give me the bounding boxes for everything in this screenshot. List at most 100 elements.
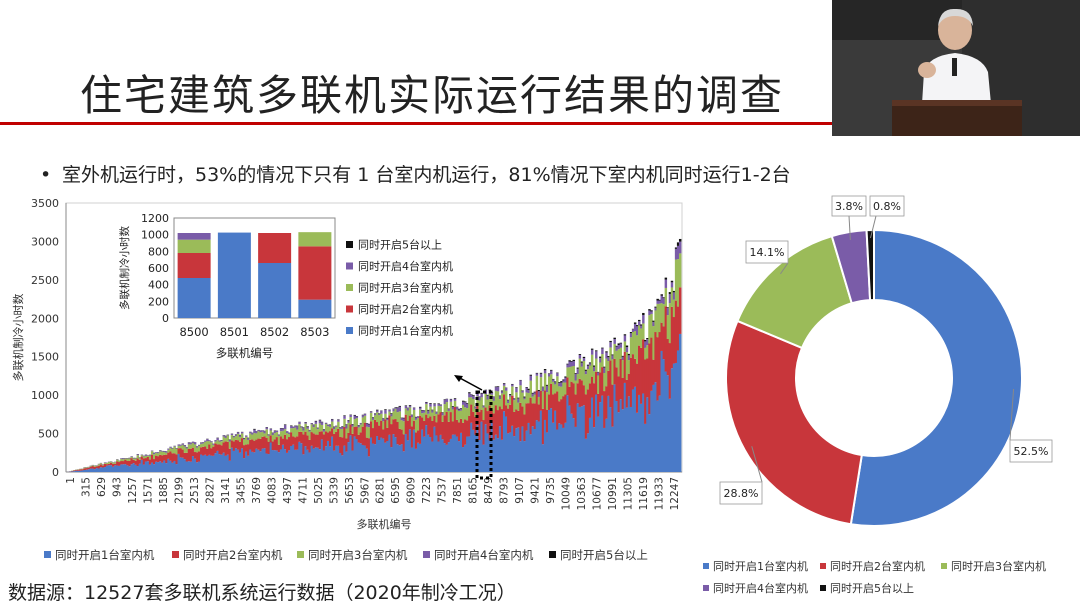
main-bar-segment [662, 326, 666, 360]
main-bar-segment [365, 437, 369, 449]
main-bar-segment [496, 386, 500, 387]
main-bar-segment [660, 294, 663, 296]
main-bar-segment [247, 438, 250, 440]
donut-value-label: 3.8% [835, 200, 863, 213]
main-bar-segment [638, 319, 641, 322]
main-bar-segment [93, 466, 97, 470]
main-x-tick-label: 1571 [142, 477, 154, 504]
main-bar-segment [324, 423, 328, 432]
main-bar-segment [394, 407, 397, 409]
main-bar-segment [642, 312, 645, 316]
main-bar-segment [128, 458, 131, 461]
main-bar-segment [281, 428, 285, 431]
main-bar-segment [130, 458, 133, 465]
main-bar-segment [578, 354, 582, 355]
main-bar-segment [175, 449, 178, 455]
main-bar-segment [621, 356, 625, 361]
main-bar-segment [398, 411, 402, 429]
main-bar-segment [118, 462, 121, 466]
main-bar-segment [586, 364, 590, 366]
main-bar-segment [547, 373, 551, 377]
main-x-tick-label: 943 [111, 477, 123, 497]
main-bar-segment [410, 417, 414, 427]
donut-legend-swatch [703, 585, 709, 591]
main-bar-segment [155, 452, 158, 456]
main-bar-segment [128, 457, 131, 459]
main-bar-segment [214, 441, 217, 444]
main-bar-segment [126, 465, 129, 472]
main-bar-segment [326, 432, 330, 441]
main-bar-segment [627, 373, 631, 397]
main-bar-segment [590, 349, 594, 355]
main-bar-segment [410, 447, 414, 472]
main-bar-segment [101, 464, 105, 466]
donut-callout-box [1009, 439, 1053, 463]
main-bar-segment [324, 423, 328, 424]
main-bar-segment [269, 442, 273, 472]
main-bar-segment [179, 448, 183, 458]
main-bar-segment [173, 445, 176, 447]
main-bar-segment [275, 450, 279, 472]
main-bar-segment [431, 441, 434, 472]
main-bar-segment [625, 407, 629, 472]
main-bar-segment [670, 368, 674, 472]
main-bar-segment [529, 397, 532, 435]
main-bar-segment [202, 455, 205, 472]
main-bar-segment [523, 399, 526, 415]
main-bar-segment [283, 425, 287, 430]
main-bar-segment [349, 435, 352, 472]
main-bar-segment [545, 392, 549, 410]
main-bar-segment [386, 440, 389, 472]
main-bar-segment [662, 298, 666, 305]
main-bar-segment [363, 445, 367, 472]
main-bar-segment [400, 420, 404, 430]
main-bar-segment [283, 429, 287, 435]
main-bar-segment [318, 419, 322, 421]
main-bar-segment [599, 402, 602, 472]
main-bar-segment [562, 380, 565, 383]
main-x-tick-label: 1885 [158, 477, 170, 504]
main-bar-segment [150, 451, 154, 455]
main-bar-segment [654, 310, 657, 333]
main-bar-segment [601, 395, 604, 472]
main-bar-segment [318, 420, 322, 424]
main-bar-segment [165, 463, 168, 472]
main-bar-segment [388, 410, 391, 412]
main-bar-segment [343, 445, 346, 472]
main-bar-segment [568, 386, 571, 406]
main-bar-segment [490, 422, 494, 472]
main-bar-segment [339, 437, 342, 453]
main-bar-segment [533, 394, 537, 404]
main-bar-segment [185, 448, 189, 453]
main-bar-segment [511, 386, 514, 396]
main-bar-segment [238, 435, 242, 438]
main-x-tick-label: 629 [96, 477, 108, 497]
main-bar-segment [197, 445, 201, 452]
main-bar-segment [566, 364, 569, 368]
main-bar-segment [226, 454, 230, 472]
main-bar-segment [623, 382, 627, 472]
main-bar-segment [629, 333, 633, 338]
main-bar-segment [660, 322, 663, 351]
main-bar-segment [640, 325, 643, 329]
main-bar-segment [519, 385, 522, 403]
main-bar-segment [439, 412, 442, 435]
main-bar-segment [333, 429, 336, 435]
main-bar-segment [187, 442, 191, 445]
main-bar-segment [576, 368, 580, 375]
main-x-tick-label: 7223 [421, 477, 433, 504]
main-bar-segment [425, 414, 428, 426]
main-bar-segment [400, 429, 404, 445]
main-bar-segment [476, 425, 479, 472]
main-bar-segment [629, 332, 633, 334]
main-bar-segment [500, 393, 504, 410]
main-bar-segment [167, 452, 170, 459]
main-x-tick-label: 10991 [607, 477, 619, 510]
main-bar-segment [658, 303, 661, 333]
main-bar-segment [519, 402, 522, 442]
main-bar-segment [167, 448, 170, 450]
main-bar-segment [238, 437, 242, 442]
main-bar-segment [271, 450, 275, 472]
main-bar-segment [492, 396, 496, 401]
main-bar-segment [468, 392, 471, 394]
